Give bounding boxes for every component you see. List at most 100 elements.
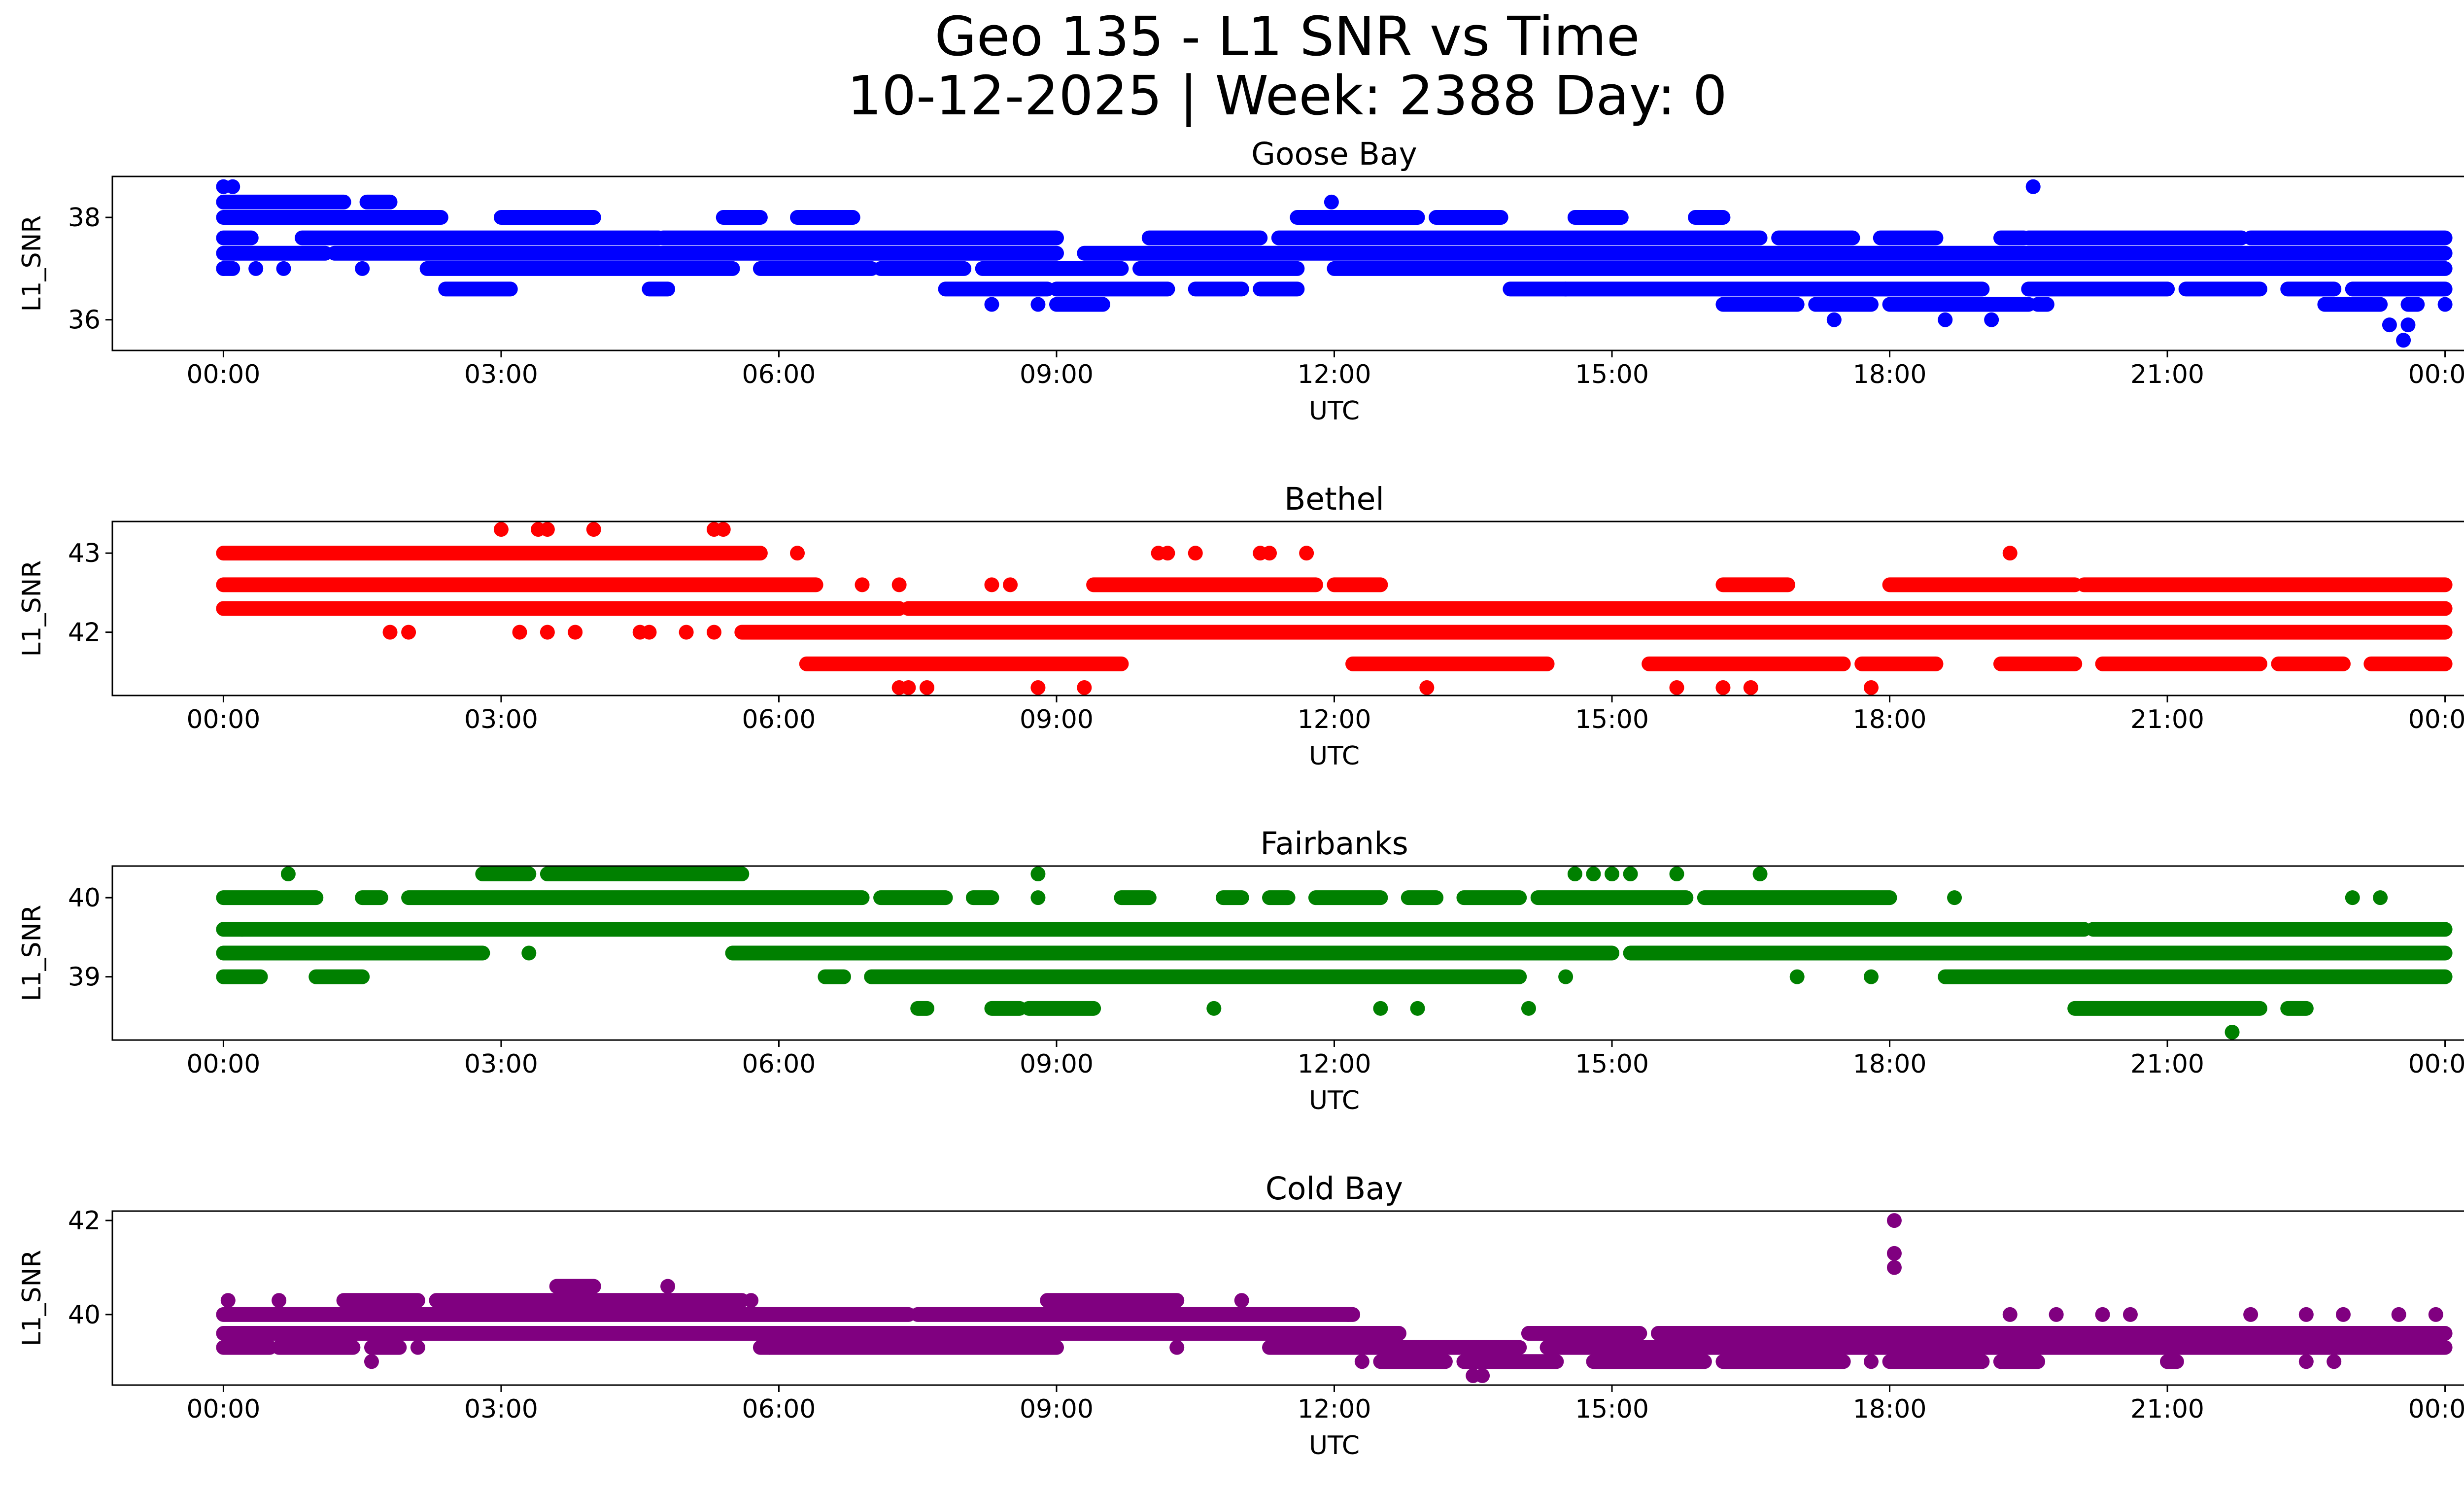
data-point bbox=[1169, 1340, 1185, 1355]
x-tick-label: 21:00 bbox=[2130, 705, 2204, 734]
x-tick-label: 12:00 bbox=[1298, 1394, 1371, 1424]
x-tick-label: 21:00 bbox=[2130, 360, 2204, 389]
data-point bbox=[586, 522, 601, 537]
scatter-series bbox=[216, 1213, 2453, 1383]
data-point bbox=[1521, 1326, 1536, 1341]
data-point bbox=[1030, 890, 1046, 905]
data-point bbox=[1715, 680, 1731, 695]
data-point bbox=[1354, 1354, 1369, 1369]
data-point bbox=[790, 546, 805, 561]
x-tick-label: 06:00 bbox=[742, 705, 816, 734]
data-point bbox=[2396, 333, 2411, 348]
data-point bbox=[2122, 1307, 2138, 1322]
data-point bbox=[220, 1293, 236, 1308]
x-axis-label: UTC bbox=[1309, 396, 1360, 426]
subplot-goose-bay: Goose Bay 00:00 03:00 06:00 09:00 12:00 15:00 1… bbox=[17, 136, 2464, 426]
x-tick-label: 15:00 bbox=[1575, 360, 1649, 389]
data-point bbox=[540, 522, 555, 537]
data-point bbox=[355, 261, 370, 276]
data-point bbox=[2428, 1307, 2443, 1322]
data-point bbox=[716, 522, 731, 537]
x-tick-label: 03:00 bbox=[464, 705, 538, 734]
data-point bbox=[1669, 867, 1684, 882]
x-axis-label: UTC bbox=[1309, 1431, 1360, 1460]
data-point bbox=[1993, 1354, 2008, 1369]
data-point bbox=[901, 680, 916, 695]
x-tick-label: 12:00 bbox=[1298, 360, 1371, 389]
x-tick-label: 00:00 bbox=[2408, 1394, 2464, 1424]
data-point bbox=[984, 577, 999, 592]
data-point bbox=[2002, 546, 2018, 561]
data-point bbox=[1826, 312, 1842, 327]
data-point bbox=[1160, 546, 1175, 561]
data-point bbox=[1030, 867, 1046, 882]
x-tick-label: 18:00 bbox=[1853, 1394, 1927, 1424]
data-point bbox=[1863, 680, 1879, 695]
data-point bbox=[2025, 179, 2041, 194]
subplot-title: Fairbanks bbox=[1260, 826, 1408, 862]
scatter-series bbox=[216, 867, 2453, 1040]
data-point bbox=[2345, 890, 2360, 905]
data-point bbox=[1262, 546, 1277, 561]
subplot-title: Bethel bbox=[1284, 481, 1384, 517]
x-tick-label: 12:00 bbox=[1298, 1049, 1371, 1079]
data-point bbox=[1752, 867, 1768, 882]
data-point bbox=[1234, 1293, 1249, 1308]
data-point bbox=[679, 625, 694, 640]
x-tick-label: 00:00 bbox=[186, 1394, 260, 1424]
data-point bbox=[1886, 1246, 1902, 1261]
y-axis-label: L1_SNR bbox=[17, 560, 47, 657]
data-point bbox=[891, 577, 907, 592]
x-tick-label: 00:00 bbox=[186, 360, 260, 389]
figure-title-line1: Geo 135 - L1 SNR vs Time bbox=[934, 5, 1640, 68]
data-point bbox=[1340, 1307, 1356, 1322]
x-tick-label: 21:00 bbox=[2130, 1049, 2204, 1079]
x-tick-label: 18:00 bbox=[1853, 360, 1927, 389]
data-point bbox=[855, 577, 870, 592]
x-tick-label: 06:00 bbox=[742, 1049, 816, 1079]
y-axis-label: L1_SNR bbox=[17, 904, 47, 1001]
x-tick-label: 00:00 bbox=[186, 705, 260, 734]
data-point bbox=[2335, 1307, 2351, 1322]
x-tick-label: 12:00 bbox=[1298, 705, 1371, 734]
data-point bbox=[1410, 1001, 1425, 1016]
data-point bbox=[2243, 1307, 2259, 1322]
data-point bbox=[2095, 1307, 2110, 1322]
data-point bbox=[1558, 969, 1574, 984]
subplots: Goose Bay 00:00 03:00 06:00 09:00 12:00 15:00 1… bbox=[17, 136, 2464, 1460]
x-axis-label: UTC bbox=[1309, 1086, 1360, 1115]
data-point bbox=[540, 625, 555, 640]
data-point bbox=[1030, 680, 1046, 695]
data-point bbox=[642, 1326, 657, 1341]
data-point bbox=[1919, 1354, 1934, 1369]
data-point bbox=[1188, 546, 1203, 561]
x-tick-label: 18:00 bbox=[1853, 1049, 1927, 1079]
y-tick-label: 40 bbox=[68, 1300, 101, 1330]
data-point bbox=[642, 625, 657, 640]
data-point bbox=[2049, 1307, 2064, 1322]
data-point bbox=[1938, 312, 1953, 327]
y-tick-label: 43 bbox=[68, 539, 101, 568]
x-tick-label: 00:00 bbox=[2408, 360, 2464, 389]
data-point bbox=[920, 680, 934, 695]
data-point bbox=[744, 1293, 759, 1308]
x-tick-label: 15:00 bbox=[1575, 1049, 1649, 1079]
data-point bbox=[2382, 317, 2397, 333]
data-point bbox=[2391, 1307, 2406, 1322]
data-point bbox=[1863, 969, 1879, 984]
data-point bbox=[401, 625, 416, 640]
data-point bbox=[2002, 1307, 2018, 1322]
data-point bbox=[762, 1340, 777, 1355]
data-point bbox=[521, 1326, 537, 1341]
data-point bbox=[2298, 1307, 2314, 1322]
x-tick-label: 21:00 bbox=[2130, 1394, 2204, 1424]
data-point bbox=[1077, 680, 1092, 695]
x-tick-label: 09:00 bbox=[1020, 360, 1094, 389]
data-point bbox=[2373, 890, 2388, 905]
data-point bbox=[1324, 194, 1339, 209]
x-tick-label: 03:00 bbox=[464, 1394, 538, 1424]
data-point bbox=[568, 625, 583, 640]
x-tick-label: 18:00 bbox=[1853, 705, 1927, 734]
data-point bbox=[1623, 867, 1638, 882]
